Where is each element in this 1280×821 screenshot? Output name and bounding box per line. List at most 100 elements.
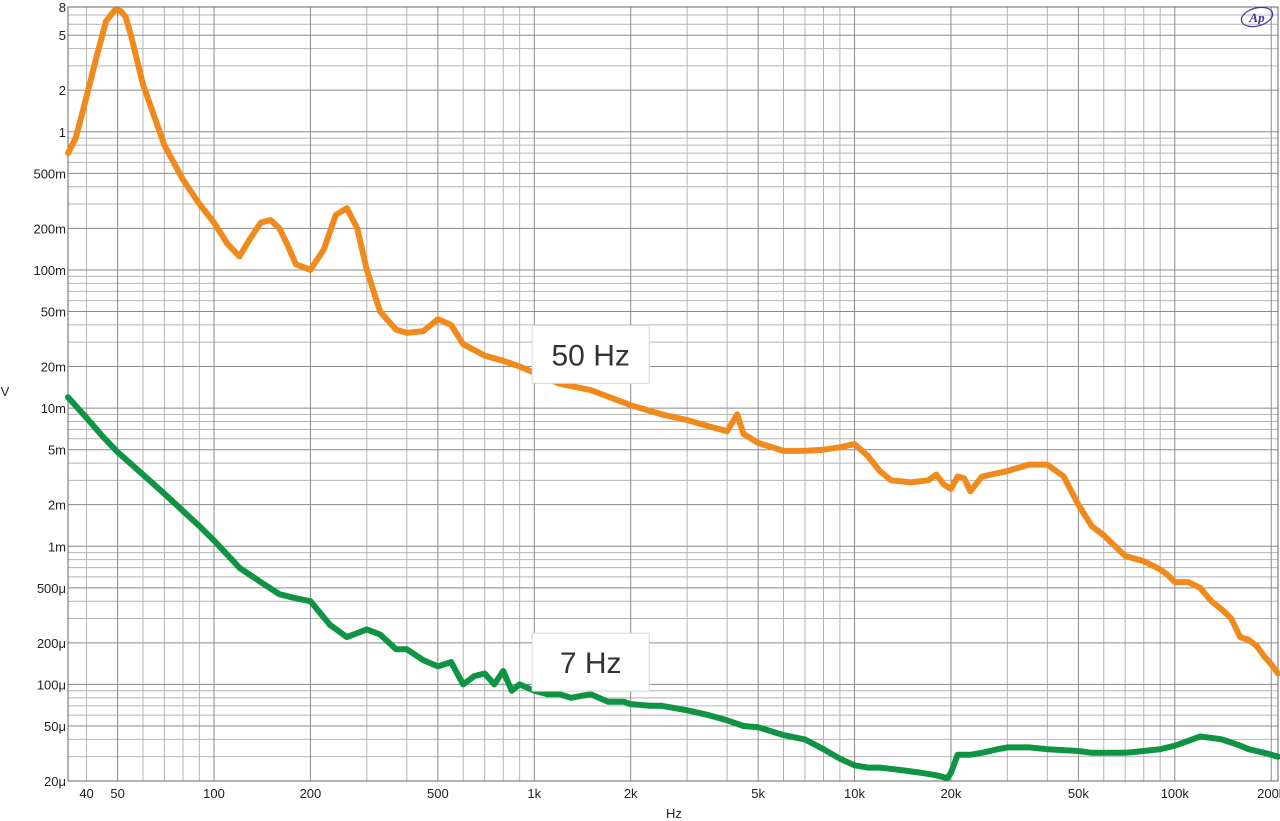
- series-point-1: [630, 404, 632, 406]
- x-tick-label: 40: [79, 786, 93, 801]
- series-point-1: [484, 355, 486, 357]
- callout-2: 7 Hz: [531, 632, 650, 692]
- series-point-2: [484, 672, 486, 675]
- series-point-2: [346, 636, 348, 638]
- series-point-1: [867, 455, 869, 457]
- series-point-1: [213, 222, 215, 224]
- series-point-2: [437, 665, 439, 668]
- series-point-2: [462, 683, 464, 686]
- series-point-2: [1103, 752, 1105, 754]
- series-point-2: [493, 683, 495, 686]
- series-point-2: [1221, 738, 1223, 741]
- series-point-1: [323, 249, 325, 251]
- series-point-2: [900, 769, 902, 771]
- series-point-2: [919, 772, 921, 774]
- series-point-2: [607, 701, 609, 703]
- series-point-1: [1221, 608, 1223, 610]
- series-point-1: [686, 419, 688, 421]
- series-point-2: [981, 752, 983, 754]
- series-point-2: [867, 767, 869, 769]
- series-point-1: [927, 479, 929, 481]
- series-point-2: [570, 697, 572, 699]
- x-tick-label: 1k: [527, 786, 541, 801]
- series-point-1: [182, 179, 184, 181]
- series-point-2: [1277, 756, 1279, 758]
- series-point-2: [163, 493, 165, 495]
- series-point-1: [1263, 655, 1265, 657]
- series-point-1: [757, 442, 759, 444]
- series-point-2: [1077, 750, 1079, 752]
- series-point-1: [963, 477, 965, 479]
- series-point-1: [119, 10, 121, 12]
- ap-logo: Ap: [1240, 6, 1274, 28]
- series-point-1: [1028, 464, 1030, 466]
- series-point-2: [1124, 752, 1126, 754]
- series-point-2: [623, 701, 625, 703]
- y-tick-label: 8: [59, 0, 66, 15]
- series-point-1: [249, 237, 252, 239]
- series-point-1: [278, 227, 280, 229]
- series-point-2: [1046, 748, 1048, 750]
- series-point-2: [839, 758, 841, 760]
- series-point-1: [379, 310, 381, 313]
- series-point-2: [1263, 752, 1265, 754]
- series-point-2: [1230, 741, 1232, 744]
- y-tick-label: 10m: [41, 401, 66, 416]
- series-point-2: [329, 624, 331, 626]
- series-point-2: [450, 661, 452, 663]
- series-point-2: [1210, 737, 1212, 739]
- series-point-1: [782, 450, 785, 452]
- series-point-1: [1270, 663, 1272, 665]
- series-point-2: [782, 734, 785, 736]
- series-point-1: [422, 330, 424, 332]
- series-point-1: [1159, 568, 1161, 571]
- series-point-1: [590, 389, 592, 391]
- series-point-2: [67, 396, 69, 398]
- series-point-1: [661, 413, 663, 415]
- series-point-2: [182, 510, 184, 512]
- series-point-1: [67, 152, 69, 154]
- series-point-2: [213, 539, 215, 542]
- series-point-1: [395, 329, 397, 331]
- series-point-2: [117, 451, 119, 453]
- series-point-2: [1256, 750, 1258, 752]
- series-point-2: [957, 754, 959, 756]
- y-tick-label: 2: [59, 83, 66, 98]
- series-point-1: [356, 227, 358, 229]
- series-point-2: [822, 748, 825, 750]
- series-point-1: [226, 243, 228, 245]
- series-point-1: [198, 203, 200, 205]
- series-point-2: [630, 703, 632, 705]
- series-point-1: [502, 360, 504, 362]
- callouts: 50 Hz 7 Hz: [531, 324, 650, 692]
- series-point-1: [1187, 581, 1189, 583]
- series-point-1: [879, 470, 881, 472]
- series-point-2: [686, 709, 688, 711]
- series-point-1: [890, 479, 892, 481]
- series-point-1: [269, 219, 271, 221]
- y-tick-label: 100μ: [37, 677, 66, 692]
- callout-1: 50 Hz: [531, 324, 650, 384]
- x-tick-label: 50: [110, 786, 124, 801]
- series-point-2: [546, 693, 549, 695]
- series-point-1: [1091, 525, 1093, 527]
- y-tick-label: 5m: [48, 443, 66, 458]
- series-point-1: [839, 446, 841, 448]
- series-point-2: [997, 748, 999, 750]
- series-point-2: [278, 593, 280, 595]
- series-1: [65, 7, 1280, 677]
- y-tick-label: 1: [59, 125, 66, 140]
- series-point-1: [105, 20, 107, 22]
- series-point-2: [260, 581, 262, 583]
- major-grid: [68, 7, 1278, 782]
- series-point-2: [742, 725, 745, 727]
- series-point-1: [1103, 534, 1105, 536]
- series-point-1: [519, 365, 521, 368]
- series-point-1: [1199, 587, 1201, 589]
- series-point-1: [1006, 470, 1008, 472]
- series-point-1: [707, 425, 710, 427]
- series-point-2: [879, 767, 881, 769]
- series-point-2: [142, 474, 144, 476]
- x-tick-label: 100: [203, 786, 225, 801]
